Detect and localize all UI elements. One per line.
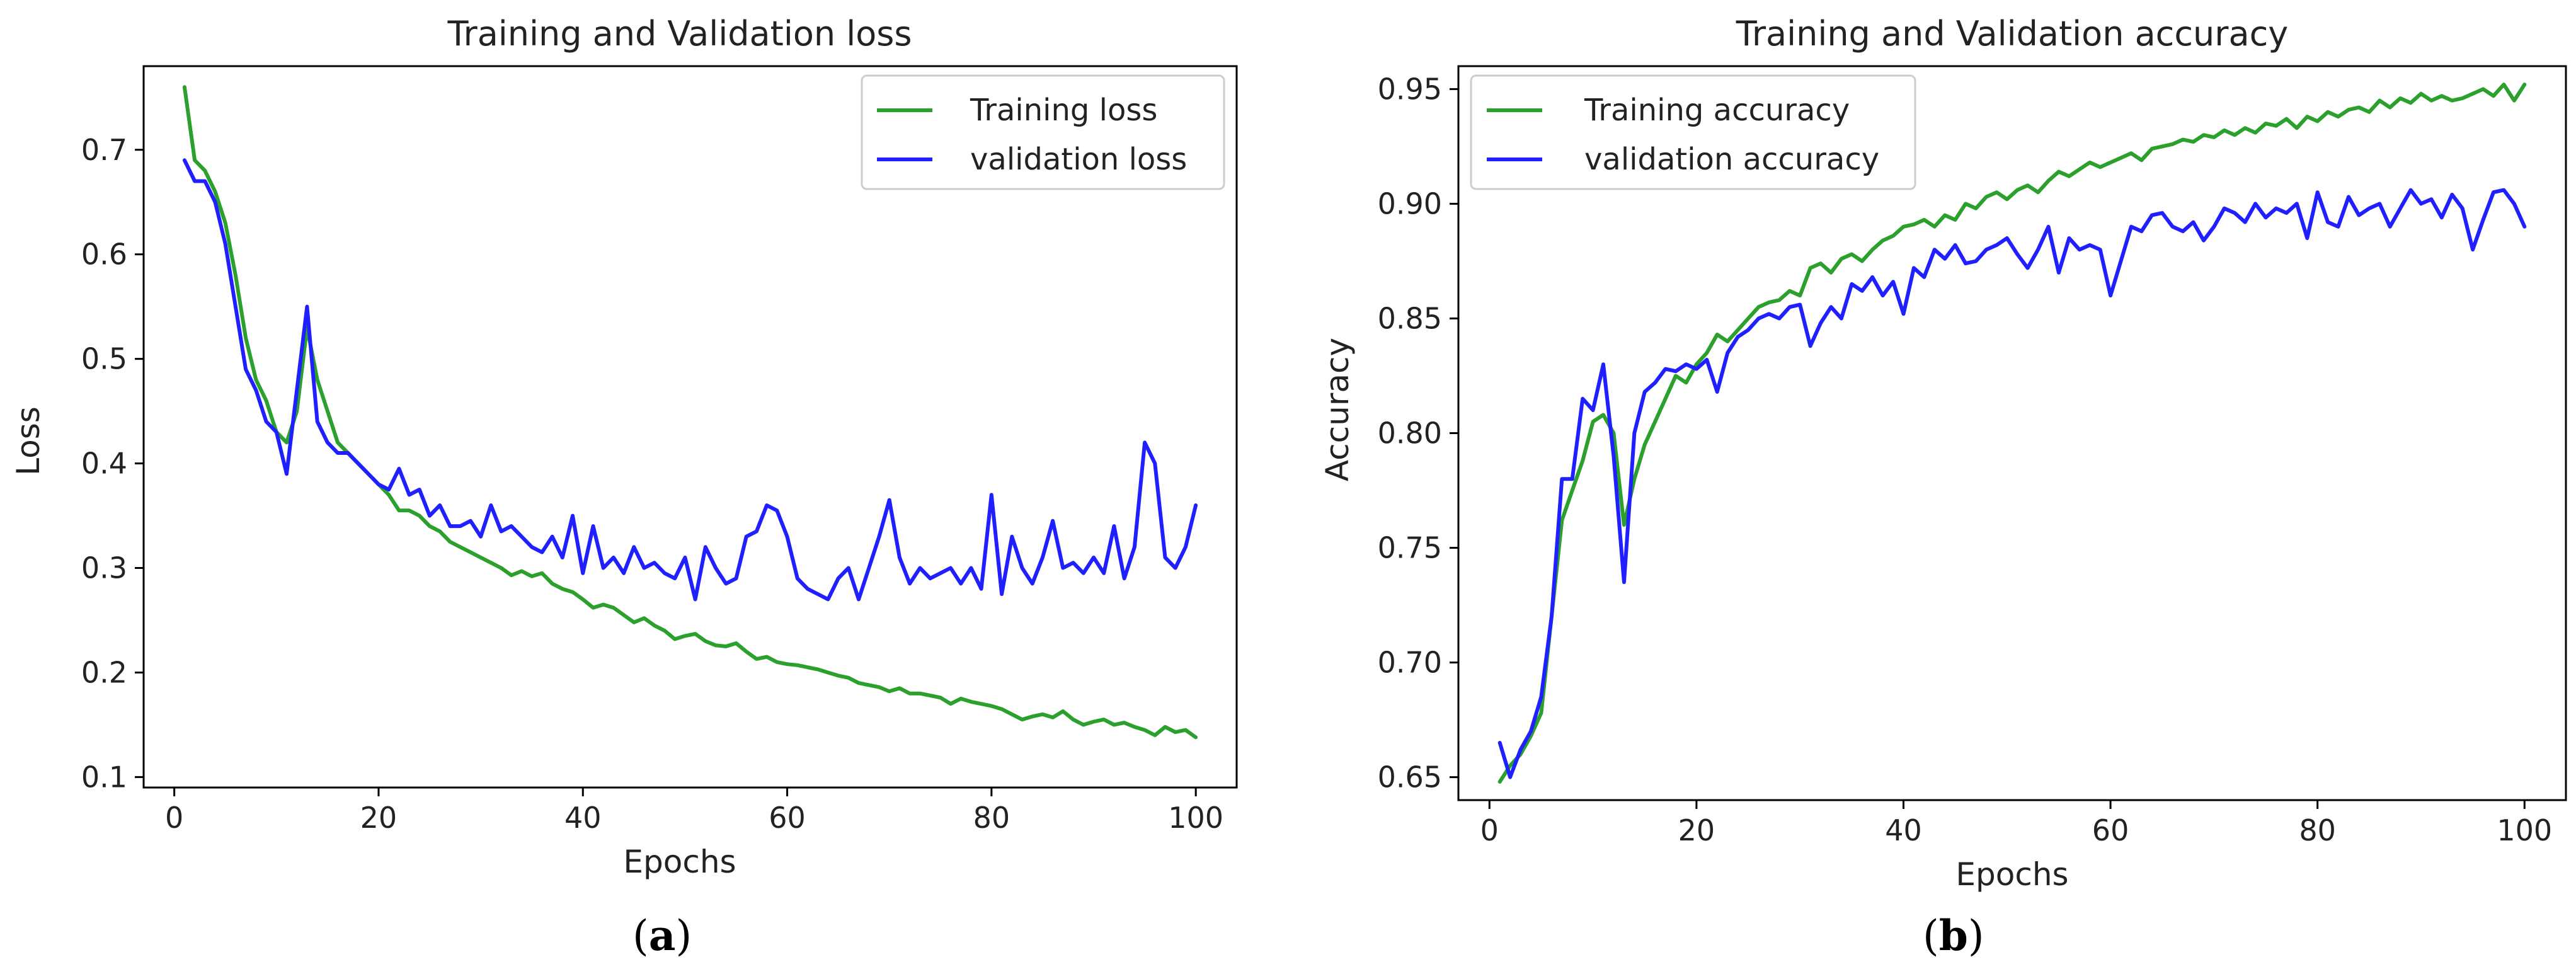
accuracy-chart-ticks: 0 20 40 60 80 100 0.65 0.70 0.75 0.80 0.85 0.90 0.95 <box>1378 72 2553 847</box>
accuracy-legend-validation-label: validation accuracy <box>1584 142 1879 177</box>
loss-chart: Training and Validation loss Loss Epochs… <box>10 14 1238 960</box>
accuracy-chart-caption: (b) <box>1923 911 1984 960</box>
accuracy-chart-caption-letter: b <box>1939 911 1968 960</box>
accuracy-ytick-label: 0.85 <box>1378 301 1442 335</box>
loss-xtick-label: 60 <box>769 801 806 835</box>
loss-xtick-label: 40 <box>564 801 602 835</box>
loss-xtick-label: 80 <box>973 801 1010 835</box>
accuracy-xtick-label: 40 <box>1885 813 1922 847</box>
loss-ytick-label: 0.7 <box>81 133 127 167</box>
loss-ytick-label: 0.2 <box>81 655 127 689</box>
loss-ytick-label: 0.3 <box>81 551 127 585</box>
loss-legend-training-label: Training loss <box>970 93 1157 128</box>
loss-chart-ticks: 0 20 40 60 80 100 0.1 0.2 0.3 0.4 0.5 0.6 0.7 <box>81 133 1223 835</box>
accuracy-series-validation-line <box>1497 188 2527 779</box>
loss-chart-frame <box>142 65 1238 789</box>
accuracy-xtick-label: 60 <box>2092 813 2129 847</box>
accuracy-ytick-label: 0.80 <box>1378 416 1442 450</box>
loss-chart-caption-letter: a <box>649 911 676 960</box>
loss-xtick-label: 100 <box>1168 801 1223 835</box>
accuracy-chart-xlabel: Epochs <box>1955 856 2068 893</box>
accuracy-chart-lines <box>1497 83 2527 784</box>
loss-chart-lines <box>182 85 1198 740</box>
loss-ytick-label: 0.6 <box>81 238 127 272</box>
accuracy-series-training-line <box>1497 83 2527 784</box>
accuracy-xtick-label: 80 <box>2299 813 2336 847</box>
loss-xtick-label: 20 <box>360 801 398 835</box>
loss-chart-xlabel: Epochs <box>623 844 736 880</box>
loss-xtick-label: 0 <box>165 801 183 835</box>
accuracy-legend-box <box>1470 74 1916 190</box>
accuracy-chart-legend: Training accuracy validation accuracy <box>1470 74 1916 190</box>
accuracy-xtick-label: 100 <box>2497 813 2552 847</box>
loss-ytick-label: 0.5 <box>81 342 127 376</box>
loss-ytick-label: 0.4 <box>81 447 127 481</box>
accuracy-legend-training-label: Training accuracy <box>1584 93 1850 128</box>
loss-chart-legend: Training loss validation loss <box>861 74 1225 190</box>
accuracy-ytick-label: 0.75 <box>1378 531 1442 565</box>
loss-chart-ylabel: Loss <box>10 406 47 476</box>
accuracy-xtick-label: 20 <box>1678 813 1715 847</box>
loss-legend-box <box>861 74 1225 190</box>
accuracy-ytick-label: 0.95 <box>1378 72 1442 106</box>
accuracy-chart-title: Training and Validation accuracy <box>1736 14 2288 54</box>
accuracy-xtick-label: 0 <box>1480 813 1499 847</box>
accuracy-ytick-label: 0.90 <box>1378 186 1442 221</box>
loss-chart-caption: (a) <box>633 911 692 960</box>
loss-series-validation-line <box>182 158 1198 602</box>
loss-chart-title: Training and Validation loss <box>447 14 912 54</box>
loss-ytick-label: 0.1 <box>81 760 127 794</box>
accuracy-ytick-label: 0.65 <box>1378 760 1442 794</box>
loss-legend-validation-label: validation loss <box>970 142 1187 177</box>
accuracy-chart: Training and Validation accuracy Accurac… <box>1319 14 2567 960</box>
accuracy-ytick-label: 0.70 <box>1378 646 1442 680</box>
accuracy-chart-ylabel: Accuracy <box>1319 338 1356 481</box>
accuracy-chart-frame <box>1457 65 2567 801</box>
